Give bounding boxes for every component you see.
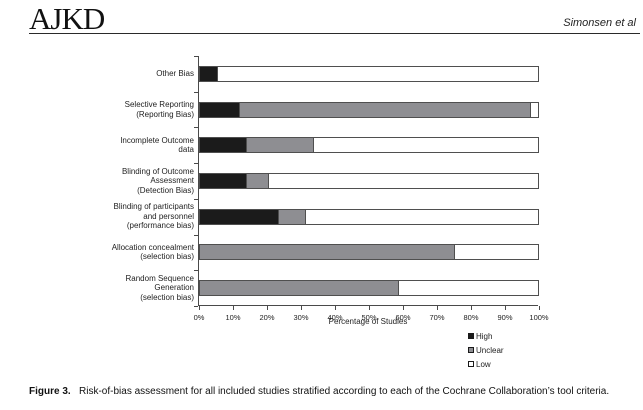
y-axis-tick xyxy=(194,234,198,236)
x-axis-tick xyxy=(198,306,200,310)
bar-segment-unclear xyxy=(277,209,305,224)
x-axis-tick xyxy=(232,306,234,310)
x-axis-tick xyxy=(504,306,506,310)
bar-segment-low xyxy=(267,174,538,188)
x-axis-tick-label: 30% xyxy=(293,313,309,322)
chart-legend: High Unclear Low xyxy=(468,331,504,373)
legend-label: Low xyxy=(476,359,491,369)
category-label: Random Sequence Generation (selection bi… xyxy=(125,273,195,302)
header-divider xyxy=(29,33,640,34)
y-axis-tick xyxy=(194,163,198,165)
bar-segment-low xyxy=(397,281,538,296)
x-axis-tick-label: 60% xyxy=(395,313,411,322)
legend-label: Unclear xyxy=(476,345,504,355)
y-axis-tick xyxy=(194,127,198,129)
category-label: Allocation concealment (selection bias) xyxy=(111,242,194,262)
stacked-bar xyxy=(199,173,539,189)
x-axis-title: Percentage of Studies xyxy=(328,317,408,326)
bar-segment-low xyxy=(453,245,538,260)
x-axis-tick-label: 0% xyxy=(193,313,205,322)
legend-item-low: Low xyxy=(468,359,504,369)
y-axis-tick xyxy=(194,270,198,272)
x-axis-tick-label: 70% xyxy=(429,313,445,322)
x-axis-tick-label: 100% xyxy=(529,313,549,322)
category-label: Blinding of Outcome Assessment (Detectio… xyxy=(121,166,194,195)
legend-swatch-icon xyxy=(468,347,474,353)
x-axis-tick-label: 20% xyxy=(259,313,275,322)
x-axis-tick xyxy=(368,306,370,310)
category-label: Other Bias xyxy=(156,69,194,79)
stacked-bar xyxy=(199,65,539,82)
x-axis-tick-label: 40% xyxy=(327,313,343,322)
category-label: Blinding of participants and personnel (… xyxy=(113,202,195,231)
category-label: Incomplete Outcome data xyxy=(120,135,194,155)
x-axis-tick xyxy=(470,306,472,310)
bar-segment-high xyxy=(200,209,278,224)
figure-caption-label: Figure 3. xyxy=(29,386,71,397)
y-axis-tick xyxy=(194,91,198,93)
legend-label: High xyxy=(476,331,493,341)
legend-item-high: High xyxy=(468,331,504,341)
stacked-bar xyxy=(199,244,539,261)
x-axis-tick xyxy=(402,306,404,310)
bar-segment-unclear xyxy=(200,281,398,296)
x-axis-tick-label: 80% xyxy=(463,313,479,322)
y-axis-tick xyxy=(194,306,198,307)
legend-item-unclear: Unclear xyxy=(468,345,504,355)
bar-segment-low xyxy=(304,209,538,224)
category-label: Selective Reporting (Reporting Bias) xyxy=(124,100,194,119)
x-axis-tick xyxy=(436,306,438,310)
stacked-bar xyxy=(199,208,539,225)
bar-segment-low xyxy=(529,102,538,117)
stacked-bar xyxy=(199,137,539,154)
x-axis-tick xyxy=(334,306,336,310)
x-axis-tick xyxy=(538,306,540,310)
bar-segment-unclear xyxy=(238,102,530,117)
figure-caption: Figure 3. Risk-of-bias assessment for al… xyxy=(29,385,629,398)
x-axis-tick-label: 50% xyxy=(361,313,377,322)
figure-caption-text: Risk-of-bias assessment for all included… xyxy=(79,386,610,397)
bar-segment-high xyxy=(200,138,246,153)
bar-segment-high xyxy=(200,66,217,81)
legend-swatch-icon xyxy=(468,333,474,339)
stacked-bar xyxy=(199,280,539,297)
y-axis-tick xyxy=(194,198,198,200)
x-axis-tick xyxy=(266,306,268,310)
bar-segment-unclear xyxy=(200,245,454,260)
bar-segment-unclear xyxy=(245,174,268,188)
plot-area: 0% 10% 20% 30% 40% 50% 60% 70% 80% 90% 100% xyxy=(194,56,549,322)
bar-segment-low xyxy=(216,66,538,81)
bar-segment-high xyxy=(200,174,246,188)
running-head: Simonsen et al xyxy=(563,17,636,29)
x-axis-tick-label: 90% xyxy=(497,313,513,322)
stacked-bar xyxy=(199,101,539,118)
journal-logo: AJKD xyxy=(29,1,105,36)
bar-segment-unclear xyxy=(245,138,314,153)
bar-segment-low xyxy=(313,138,538,153)
bar-segment-high xyxy=(200,102,239,117)
x-axis-tick xyxy=(300,306,302,310)
category-axis: Other Bias Selective Reporting (Reporting… xyxy=(56,56,194,306)
legend-swatch-icon xyxy=(468,361,474,367)
y-axis-tick xyxy=(194,56,198,57)
x-axis-tick-label: 10% xyxy=(225,313,241,322)
